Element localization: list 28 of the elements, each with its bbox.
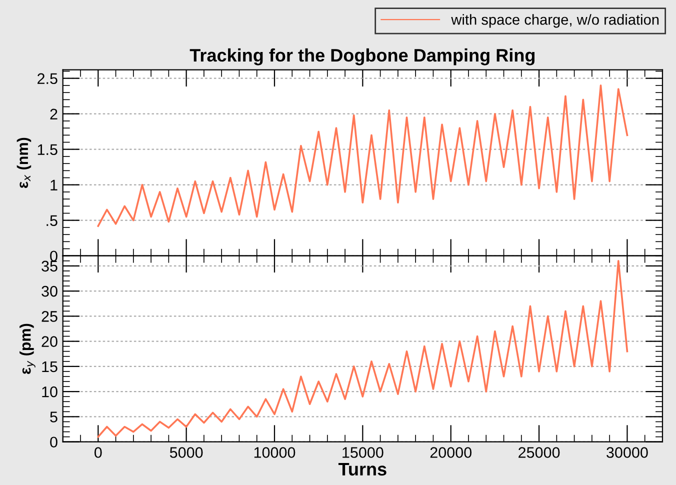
y-tick-label: 5	[50, 412, 58, 422]
y-tick-label: .5	[46, 215, 58, 226]
x-tick-label: 5000	[170, 447, 203, 458]
line-series	[97, 84, 628, 227]
chart-title: Tracking for the Dogbone Damping Ring	[190, 48, 535, 66]
x-tick-label: 30000	[606, 447, 648, 458]
y-tick-label: 1	[50, 180, 58, 190]
x-tick-label: 15000	[342, 447, 384, 458]
y-tick-label: 30	[42, 286, 58, 297]
y-tick-label: 10	[42, 386, 58, 398]
line-series	[97, 260, 628, 438]
x-tick-label: 25000	[518, 447, 560, 458]
x-tick-label: 0	[94, 447, 102, 458]
y-tick-label: 2	[50, 108, 58, 120]
y-axis-title: ε$_{x}$ (nm)	[16, 138, 32, 188]
y-tick-label: 1.5	[38, 144, 58, 156]
x-tick-label: 20000	[430, 447, 472, 458]
y-axis-title: ε$_{y}$ (pm)	[20, 324, 36, 374]
y-tick-label: 0	[50, 250, 58, 262]
y-tick-label: 2.5	[38, 73, 58, 84]
legend-label: with space charge, w/o radiation	[451, 14, 659, 28]
y-tick-label: 20	[42, 336, 58, 347]
y-tick-label: 25	[42, 311, 58, 322]
y-tick-label: 35	[42, 260, 58, 272]
y-tick-label: 15	[42, 361, 58, 372]
y-tick-label: 0	[50, 436, 58, 448]
x-axis-title: Turns	[338, 462, 386, 476]
x-tick-label: 10000	[254, 447, 296, 458]
